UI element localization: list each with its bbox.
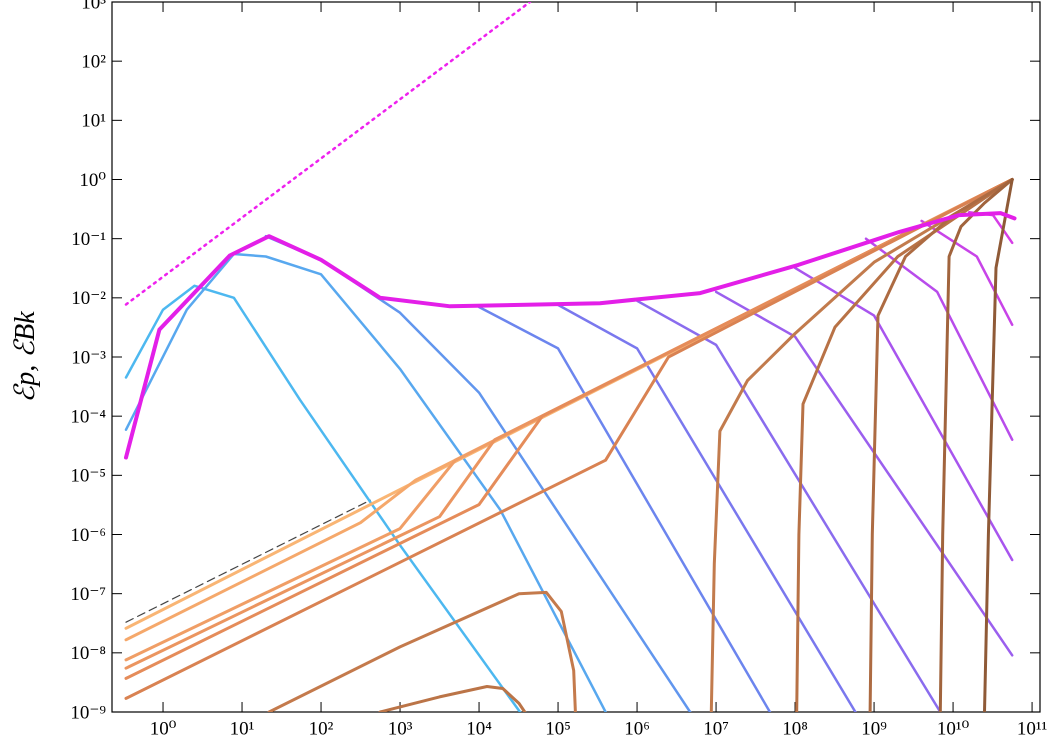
x-tick-label: 10¹⁰	[937, 718, 970, 736]
x-tick-label: 10⁹	[861, 718, 887, 736]
series-line	[124, 178, 1014, 700]
series-line	[124, 178, 1014, 662]
x-tick-label: 10⁶	[624, 718, 650, 736]
series-line	[124, 284, 522, 712]
series-line	[793, 266, 1014, 562]
series-line	[267, 590, 577, 712]
x-tick-label: 10⁴	[466, 718, 492, 736]
series-line	[378, 685, 527, 712]
x-tick-label: 10⁷	[703, 718, 729, 736]
plot-area	[124, 2, 1017, 712]
series-line	[709, 178, 1014, 712]
y-tick-label: 10⁻²	[71, 288, 106, 309]
x-tick-label: 10⁵	[545, 718, 571, 736]
y-tick-label: 10⁻⁵	[70, 466, 106, 487]
y-tick-label: 10⁻⁴	[70, 407, 106, 428]
series-line	[983, 178, 1014, 712]
series-line	[920, 219, 1014, 327]
y-axis-label: ℰp, ℰBk	[10, 311, 41, 403]
series-line	[124, 252, 607, 712]
plot-frame	[111, 1, 1041, 713]
y-tick-label: 10³	[81, 0, 106, 13]
series-line	[477, 305, 772, 712]
y-tick-label: 10⁻⁷	[70, 584, 106, 605]
y-tick-label: 10⁻¹	[71, 229, 106, 250]
x-tick-label: 10⁸	[782, 718, 808, 736]
series-line	[868, 178, 1014, 712]
series-line	[124, 178, 1014, 680]
x-tick-label: 10²	[309, 718, 334, 736]
y-tick-label: 10⁻⁶	[70, 525, 106, 546]
series-line	[938, 178, 1014, 712]
series-line	[795, 178, 1014, 712]
y-tick-label: 10¹	[81, 111, 106, 132]
series-line	[864, 237, 1014, 441]
x-tick-label: 10¹	[230, 718, 255, 736]
x-tick-label: 10¹¹	[1017, 718, 1048, 736]
y-tick-label: 10⁰	[79, 170, 106, 191]
series-line	[124, 2, 532, 306]
series-line	[125, 499, 371, 623]
y-tick-label: 10⁻⁸	[70, 643, 106, 664]
series-line	[556, 303, 857, 712]
x-tick-label: 10³	[388, 718, 413, 736]
series-line	[635, 299, 942, 712]
series-line	[714, 290, 1014, 657]
y-tick-label: 10⁻⁹	[70, 702, 106, 723]
series-line	[124, 211, 1017, 460]
y-tick-label: 10²	[81, 52, 106, 73]
x-tick-label: 10⁰	[150, 718, 177, 736]
y-tick-label: 10⁻³	[71, 347, 106, 368]
